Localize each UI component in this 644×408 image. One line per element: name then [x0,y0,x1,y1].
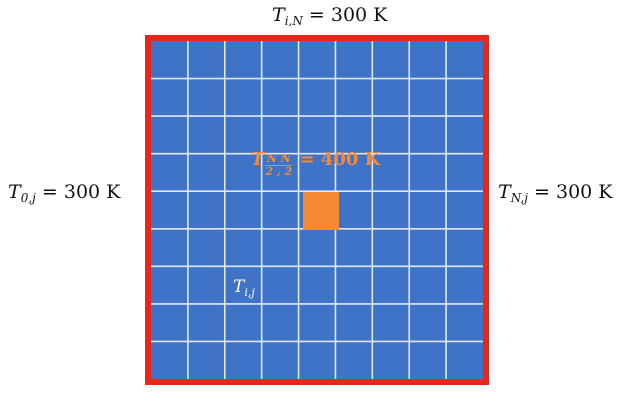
right-boundary-value: = 300 K [534,181,613,203]
hot-center-cell [303,192,339,230]
center-symbol: T [251,149,265,170]
center-frac-bottom: 2 , 2 [265,165,293,178]
top-boundary-label: Ti,N = 300 K [272,4,388,28]
left-boundary-symbol: T [8,181,21,203]
center-frac-top: N N [265,151,293,166]
center-value: = 400 K [299,149,381,170]
generic-subscript: i,j [244,286,255,299]
right-boundary-symbol: T [498,181,511,203]
generic-symbol: T [233,277,245,297]
top-boundary-symbol: T [272,4,285,26]
right-boundary-label: TN,j = 300 K [498,181,613,205]
left-boundary-subscript: 0,j [20,191,36,205]
generic-cell-label: Ti,j [233,277,255,299]
left-boundary-label: T0,j = 300 K [8,181,121,205]
left-boundary-value: = 300 K [41,181,121,203]
top-boundary-value: = 300 K [308,4,388,26]
top-boundary-subscript: i,N [284,14,303,28]
right-boundary-subscript: N,j [510,191,528,205]
